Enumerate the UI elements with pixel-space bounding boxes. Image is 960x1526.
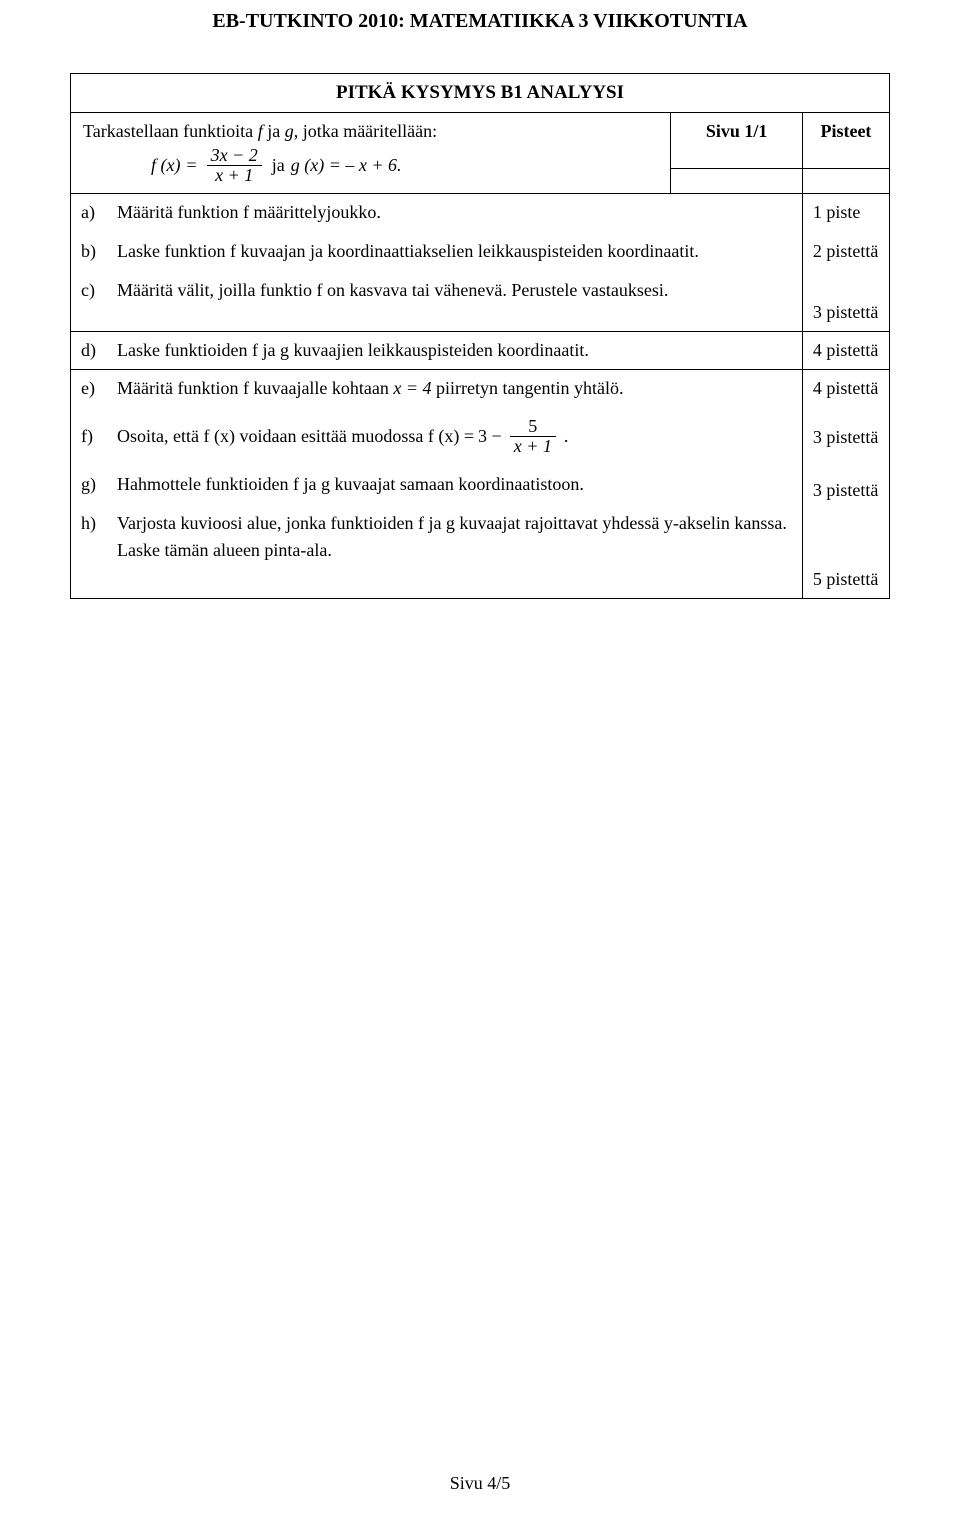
eq1: = xyxy=(186,155,196,176)
intro-pre: Tarkastellaan funktioita xyxy=(83,121,258,141)
intro-fraction: 3x − 2 x + 1 xyxy=(207,146,262,185)
q-h-text1: Varjosta kuvioosi alue, jonka funktioide… xyxy=(117,513,792,534)
q-c-text: Määritä välit, joilla funktio f on kasva… xyxy=(117,280,792,301)
block1-questions: a) Määritä funktion f määrittelyjoukko. … xyxy=(71,193,803,331)
q-e-eq: x = 4 xyxy=(393,378,431,398)
q-d-text: Laske funktioiden f ja g kuvaajien leikk… xyxy=(117,340,792,361)
block1-points: 1 piste 2 pistettä 3 pistettä xyxy=(802,193,889,331)
q-f-frac-num: 5 xyxy=(510,417,556,436)
block3-questions: e) Määritä funktion f kuvaajalle kohtaan… xyxy=(71,369,803,598)
q-e-label: e) xyxy=(81,378,109,399)
q-f-frac-den: x + 1 xyxy=(510,436,556,456)
empty-points-cell xyxy=(802,168,889,193)
q-a-text: Määritä funktion f määrittelyjoukko. xyxy=(117,202,792,223)
q-e-pre: Määritä funktion f kuvaajalle kohtaan xyxy=(117,378,393,398)
q-f-pre: Osoita, että f (x) voidaan esittää muodo… xyxy=(117,426,474,447)
intro-ja2: ja xyxy=(272,155,285,176)
fx-label: f (x) xyxy=(151,155,180,176)
page-ref-cell: Sivu 1/1 xyxy=(671,113,802,169)
q-g-label: g) xyxy=(81,474,109,495)
q-a-label: a) xyxy=(81,202,109,223)
q-h-text2: Laske tämän alueen pinta-ala. xyxy=(117,540,792,561)
q-c-label: c) xyxy=(81,280,109,301)
q-f-period: . xyxy=(564,426,569,447)
empty-page-cell xyxy=(671,168,802,193)
q-f-fraction: 5 x + 1 xyxy=(510,417,556,456)
block3-points: 4 pistettä 3 pistettä 3 pistettä 5 piste… xyxy=(802,369,889,598)
q-d-label: d) xyxy=(81,340,109,361)
q-b-label: b) xyxy=(81,241,109,262)
frac-num: 3x − 2 xyxy=(207,146,262,165)
q-g-pts: 3 pistettä xyxy=(813,480,879,501)
q-h-label: h) xyxy=(81,513,109,534)
section-title: PITKÄ KYSYMYS B1 ANALYYSI xyxy=(71,74,890,113)
intro-g: g xyxy=(285,121,294,141)
q-c-pts: 3 pistettä xyxy=(813,302,879,323)
q-g-text: Hahmottele funktioiden f ja g kuvaajat s… xyxy=(117,474,792,495)
q-e-text: Määritä funktion f kuvaajalle kohtaan x … xyxy=(117,378,792,399)
exam-table: PITKÄ KYSYMYS B1 ANALYYSI Tarkastellaan … xyxy=(70,73,890,599)
q-f-text: Osoita, että f (x) voidaan esittää muodo… xyxy=(117,417,792,456)
block2-questions: d) Laske funktioiden f ja g kuvaajien le… xyxy=(71,331,803,369)
intro-post: , jotka määritellään: xyxy=(294,121,437,141)
q-d-pts: 4 pistettä xyxy=(813,340,879,361)
q-e-post: piirretyn tangentin yhtälö. xyxy=(432,378,624,398)
intro-cell: Tarkastellaan funktioita f ja g, jotka m… xyxy=(71,113,671,194)
points-header-cell: Pisteet xyxy=(802,113,889,169)
q-b-pts: 2 pistettä xyxy=(813,241,879,262)
block2-points: 4 pistettä xyxy=(802,331,889,369)
q-h-pts: 5 pistettä xyxy=(813,569,879,590)
q-b-text: Laske funktion f kuvaajan ja koordinaatt… xyxy=(117,241,792,262)
frac-den: x + 1 xyxy=(207,165,262,185)
q-f-label: f) xyxy=(81,426,109,447)
q-h-text: Varjosta kuvioosi alue, jonka funktioide… xyxy=(117,513,792,561)
document-title: EB-TUTKINTO 2010: MATEMATIIKKA 3 VIIKKOT… xyxy=(70,10,890,33)
intro-ja: ja xyxy=(263,121,285,141)
page-footer: Sivu 4/5 xyxy=(0,1473,960,1494)
q-a-pts: 1 piste xyxy=(813,202,879,223)
q-e-pts: 4 pistettä xyxy=(813,378,879,399)
intro-gx: g (x) = – x + 6. xyxy=(291,155,402,176)
q-f-pts: 3 pistettä xyxy=(813,427,879,448)
q-f-three: 3 − xyxy=(478,426,502,447)
